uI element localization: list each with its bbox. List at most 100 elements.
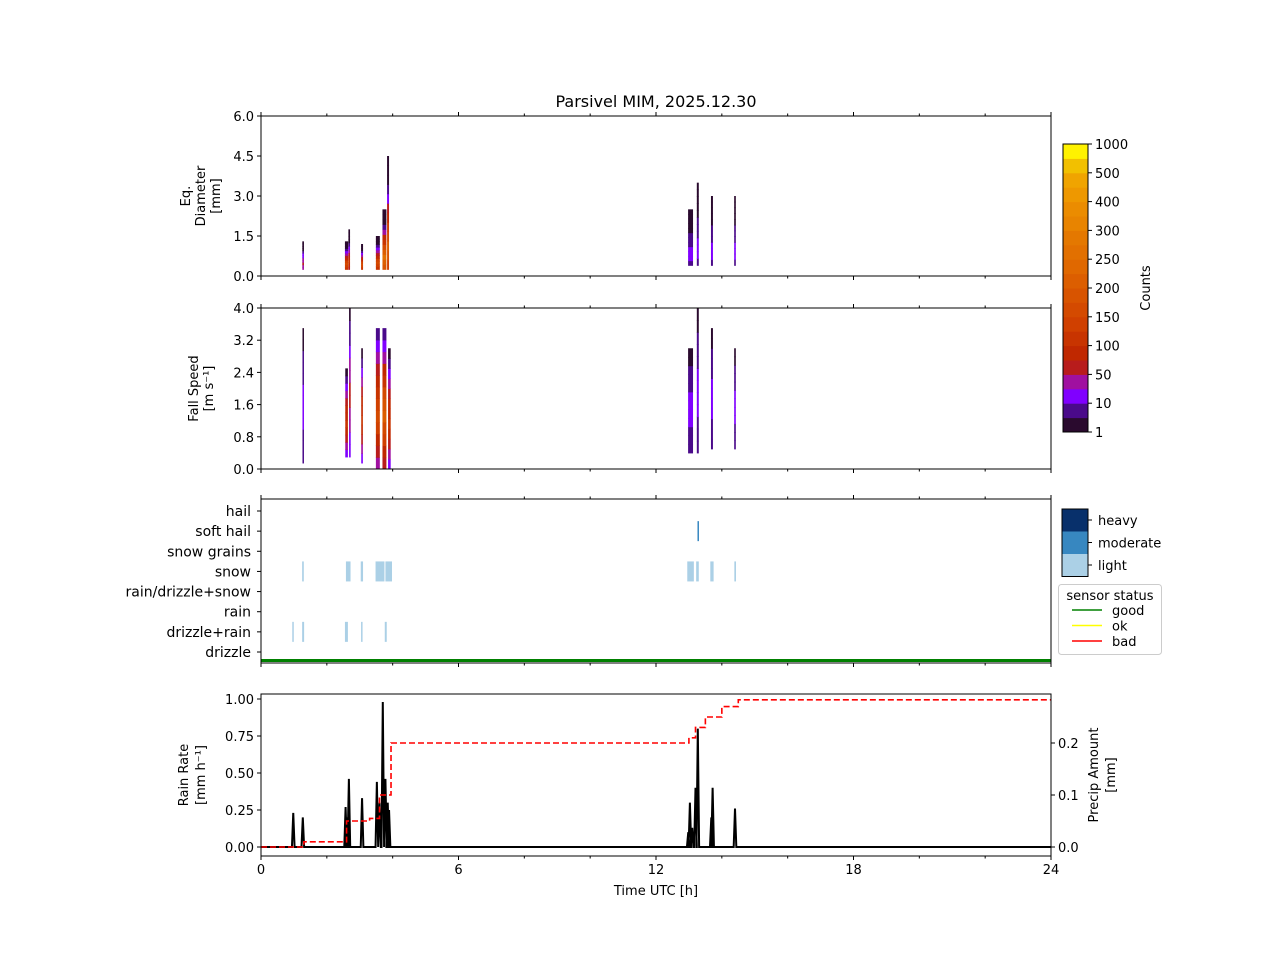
heatmap-cell [388, 378, 391, 389]
heatmap-cell [344, 262, 349, 266]
heatmap-cell [734, 390, 736, 400]
heatmap-cell [696, 368, 699, 381]
y-axis-label: [mm] [209, 178, 224, 213]
y-tick-label: 0.0 [233, 270, 254, 285]
heatmap-cell [345, 375, 348, 384]
colorbar-segment [1063, 273, 1088, 289]
heatmap-cell [361, 258, 364, 262]
heatmap-cell [387, 241, 390, 251]
category-label: snow [215, 564, 251, 580]
y-tick-label: 3.0 [233, 190, 254, 205]
class-bar [344, 621, 348, 642]
heatmap-cell [375, 339, 380, 353]
heatmap-cell [382, 264, 387, 270]
heatmap-cell [387, 165, 390, 176]
heatmap-cell [734, 207, 736, 214]
heatmap-cell [710, 213, 713, 220]
colorbar-segment [1063, 331, 1088, 347]
heatmap-cell [348, 232, 351, 237]
heatmap-cell [349, 320, 351, 334]
y-tick-label: 0.00 [225, 841, 254, 856]
heatmap-cell [387, 174, 390, 185]
heatmap-cell [710, 348, 713, 359]
category-label: rain/drizzle+snow [126, 585, 251, 601]
class-bar [384, 621, 387, 642]
heatmap-cell [344, 267, 349, 270]
heatmap-cell [302, 361, 304, 374]
heatmap-cell [382, 422, 387, 435]
heatmap-cell [696, 440, 699, 454]
heatmap-cell [388, 398, 391, 410]
heatmap-cell [349, 382, 351, 396]
y-tick-label: 0.50 [225, 767, 254, 782]
heatmap-cell [302, 253, 304, 256]
heatmap-cell [388, 348, 391, 359]
heatmap-cell [734, 373, 736, 383]
colorbar-segment [1063, 417, 1088, 433]
heatmap-cell [361, 267, 364, 270]
colorbar-segment [1063, 230, 1088, 246]
class-bar [710, 561, 714, 582]
y-tick-label: 0.8 [233, 431, 254, 446]
heatmap-cell [302, 406, 304, 419]
colorbar-segment [1063, 259, 1088, 275]
heatmap-cell [382, 445, 387, 458]
y2-tick-label: 0.1 [1058, 789, 1079, 804]
heatmap-cell [696, 217, 699, 225]
class-bar [697, 521, 699, 542]
heatmap-cell [375, 241, 380, 245]
heatmap-cell [302, 339, 304, 352]
heatmap-cell [710, 428, 713, 440]
heatmap-cell [349, 308, 351, 321]
colorbar-segment [1063, 288, 1088, 303]
heatmap-cell [710, 388, 713, 400]
heatmap-cell [302, 255, 304, 259]
colorbar-tick-label: 1000 [1095, 138, 1128, 153]
heatmap-cell [688, 260, 694, 266]
colorbar-label: Counts [1139, 265, 1154, 311]
heatmap-cell [388, 458, 391, 470]
heatmap-cell [344, 248, 349, 252]
heatmap-cell [344, 257, 349, 261]
heatmap-cell [734, 440, 736, 450]
colorbar-segment [1063, 403, 1088, 419]
colorbar-segment [1063, 374, 1088, 390]
intensity-swatch [1062, 531, 1088, 554]
heatmap-cell [696, 196, 699, 204]
y-tick-label: 0.25 [225, 804, 254, 819]
heatmap-cell [361, 254, 364, 258]
legend-label: good [1112, 604, 1144, 619]
x-tick-label: 6 [454, 863, 462, 878]
heatmap-cell [710, 207, 713, 214]
heatmap-cell [382, 229, 387, 235]
y2-tick-label: 0.2 [1058, 737, 1079, 752]
heatmap-cell [349, 357, 351, 371]
heatmap-cell [388, 408, 391, 420]
heatmap-cell [688, 214, 694, 220]
heatmap-cell [375, 398, 380, 411]
intensity-swatch [1062, 554, 1088, 577]
heatmap-cell [375, 457, 380, 470]
heatmap-cell [375, 433, 380, 447]
heatmap-cell [696, 237, 699, 246]
heatmap-cell [345, 405, 348, 414]
heatmap-cell [710, 219, 713, 226]
heatmap-cell [382, 259, 387, 265]
heatmap-cell [688, 228, 694, 234]
heatmap-cell [382, 209, 387, 215]
heatmap-cell [348, 249, 351, 254]
heatmap-cell [387, 203, 390, 214]
heatmap-cell [688, 348, 694, 358]
heatmap-cell [688, 418, 694, 428]
heatmap-cell [734, 348, 736, 358]
heatmap-cell [361, 424, 363, 435]
heatmap-cell [710, 201, 713, 209]
heatmap-cell [382, 398, 387, 411]
heatmap-cell [375, 263, 380, 268]
heatmap-cell [302, 440, 304, 453]
heatmap-cell [688, 426, 694, 436]
heatmap-cell [710, 438, 713, 450]
heatmap-cell [302, 257, 304, 261]
class-bar [734, 561, 736, 582]
x-axis-label: Time UTC [h] [613, 884, 698, 899]
